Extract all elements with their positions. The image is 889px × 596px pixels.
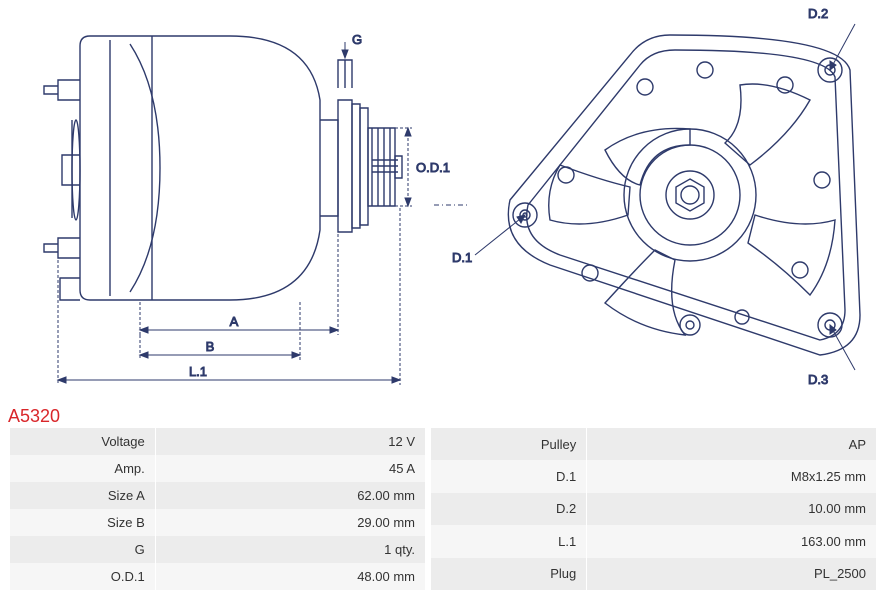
spec-label: Size B: [10, 509, 155, 536]
spec-value: M8x1.25 mm: [587, 460, 876, 492]
table-row: PlugPL_2500: [431, 558, 876, 590]
spec-value: 45 A: [155, 455, 425, 482]
label-d3: D.3: [808, 372, 828, 387]
part-number: A5320: [8, 406, 60, 427]
label-g: G: [352, 32, 362, 47]
spec-value: 29.00 mm: [155, 509, 425, 536]
side-view: [44, 36, 402, 300]
spec-label: D.2: [431, 493, 587, 525]
spec-label: Amp.: [10, 455, 155, 482]
dimension-d2: D.2: [808, 6, 855, 70]
spec-value: 12 V: [155, 428, 425, 455]
spec-tables: Voltage12 VAmp.45 ASize A62.00 mmSize B2…: [10, 428, 879, 590]
table-row: L.1163.00 mm: [431, 525, 876, 557]
table-row: Voltage12 V: [10, 428, 425, 455]
table-row: O.D.148.00 mm: [10, 563, 425, 590]
spec-label: O.D.1: [10, 563, 155, 590]
front-view: [508, 35, 860, 355]
label-d1: D.1: [452, 250, 472, 265]
dimension-od1: [395, 128, 412, 206]
spec-label: Size A: [10, 482, 155, 509]
table-row: PulleyAP: [431, 428, 876, 460]
table-row: Size B29.00 mm: [10, 509, 425, 536]
spec-value: 1 qty.: [155, 536, 425, 563]
dimension-b: [140, 302, 300, 360]
table-row: G1 qty.: [10, 536, 425, 563]
spec-label: Pulley: [431, 428, 587, 460]
spec-label: L.1: [431, 525, 587, 557]
spec-value: AP: [587, 428, 876, 460]
spec-label: Voltage: [10, 428, 155, 455]
dimension-d3: D.3: [808, 325, 855, 387]
spec-label: G: [10, 536, 155, 563]
spec-value: PL_2500: [587, 558, 876, 590]
dimension-a: [140, 234, 338, 335]
spec-label: Plug: [431, 558, 587, 590]
table-row: Size A62.00 mm: [10, 482, 425, 509]
dimension-d1: D.1: [452, 215, 525, 265]
spec-table-left: Voltage12 VAmp.45 ASize A62.00 mmSize B2…: [10, 428, 425, 590]
technical-diagram: G O.D.1 A: [0, 0, 889, 400]
label-d2: D.2: [808, 6, 828, 21]
spec-table-right: PulleyAPD.1M8x1.25 mmD.210.00 mmL.1163.0…: [431, 428, 876, 590]
spec-label: D.1: [431, 460, 587, 492]
table-row: Amp.45 A: [10, 455, 425, 482]
spec-value: 48.00 mm: [155, 563, 425, 590]
label-a: A: [230, 314, 239, 329]
label-l1: L.1: [189, 364, 207, 379]
spec-value: 62.00 mm: [155, 482, 425, 509]
table-row: D.210.00 mm: [431, 493, 876, 525]
table-row: D.1M8x1.25 mm: [431, 460, 876, 492]
dimension-g: G: [342, 32, 362, 58]
spec-value: 163.00 mm: [587, 525, 876, 557]
spec-value: 10.00 mm: [587, 493, 876, 525]
label-od1: O.D.1: [416, 160, 450, 175]
label-b: B: [206, 339, 215, 354]
